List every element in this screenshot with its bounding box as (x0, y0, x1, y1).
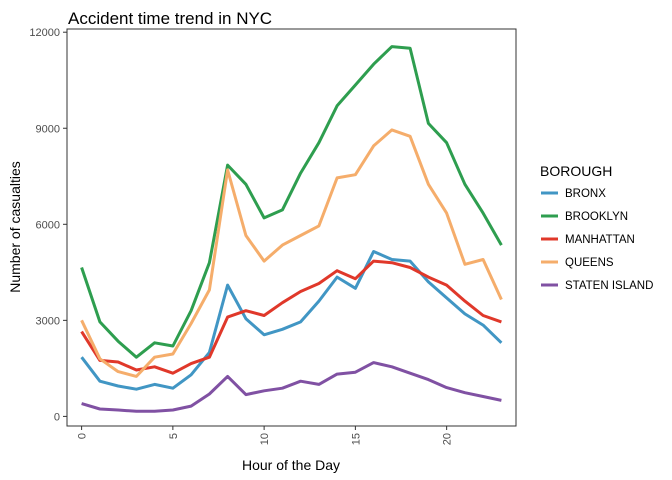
y-tick-label: 0 (54, 411, 60, 423)
series-line-manhattan (80, 259, 502, 375)
series-lines (80, 45, 503, 413)
legend: BOROUGH BRONX BROOKLYN MANHATTAN QUEENS STAT… (540, 163, 653, 292)
legend-label-staten-island: STATEN ISLAND (565, 280, 653, 292)
y-tick-label: 6000 (36, 219, 60, 231)
legend-label-brooklyn: BROOKLYN (565, 211, 628, 223)
legend-label-manhattan: MANHATTAN (565, 234, 635, 246)
legend-label-bronx: BRONX (565, 188, 606, 200)
y-axis: 0 3000 6000 9000 12000 (29, 27, 67, 423)
x-tick-label: 10 (259, 433, 271, 445)
x-tick-label: 15 (350, 433, 362, 445)
y-tick-label: 3000 (36, 315, 60, 327)
y-tick-label: 9000 (36, 123, 60, 135)
legend-title: BOROUGH (540, 163, 612, 179)
x-tick-label: 0 (77, 433, 89, 439)
x-axis: 0 5 10 15 20 (77, 426, 454, 445)
x-tick-label: 20 (442, 433, 454, 445)
series-line-bronx (80, 250, 503, 391)
y-axis-title: Number of casualties (7, 161, 23, 293)
x-axis-title: Hour of the Day (242, 457, 340, 473)
series-line-staten-island (81, 361, 502, 413)
y-tick-label: 12000 (29, 27, 60, 39)
chart-title: Accident time trend in NYC (68, 9, 272, 28)
legend-label-queens: QUEENS (565, 257, 614, 269)
x-tick-label: 5 (168, 433, 180, 439)
series-line-queens (80, 128, 503, 378)
plot-panel (66, 28, 517, 427)
series-line-brooklyn (80, 45, 503, 359)
